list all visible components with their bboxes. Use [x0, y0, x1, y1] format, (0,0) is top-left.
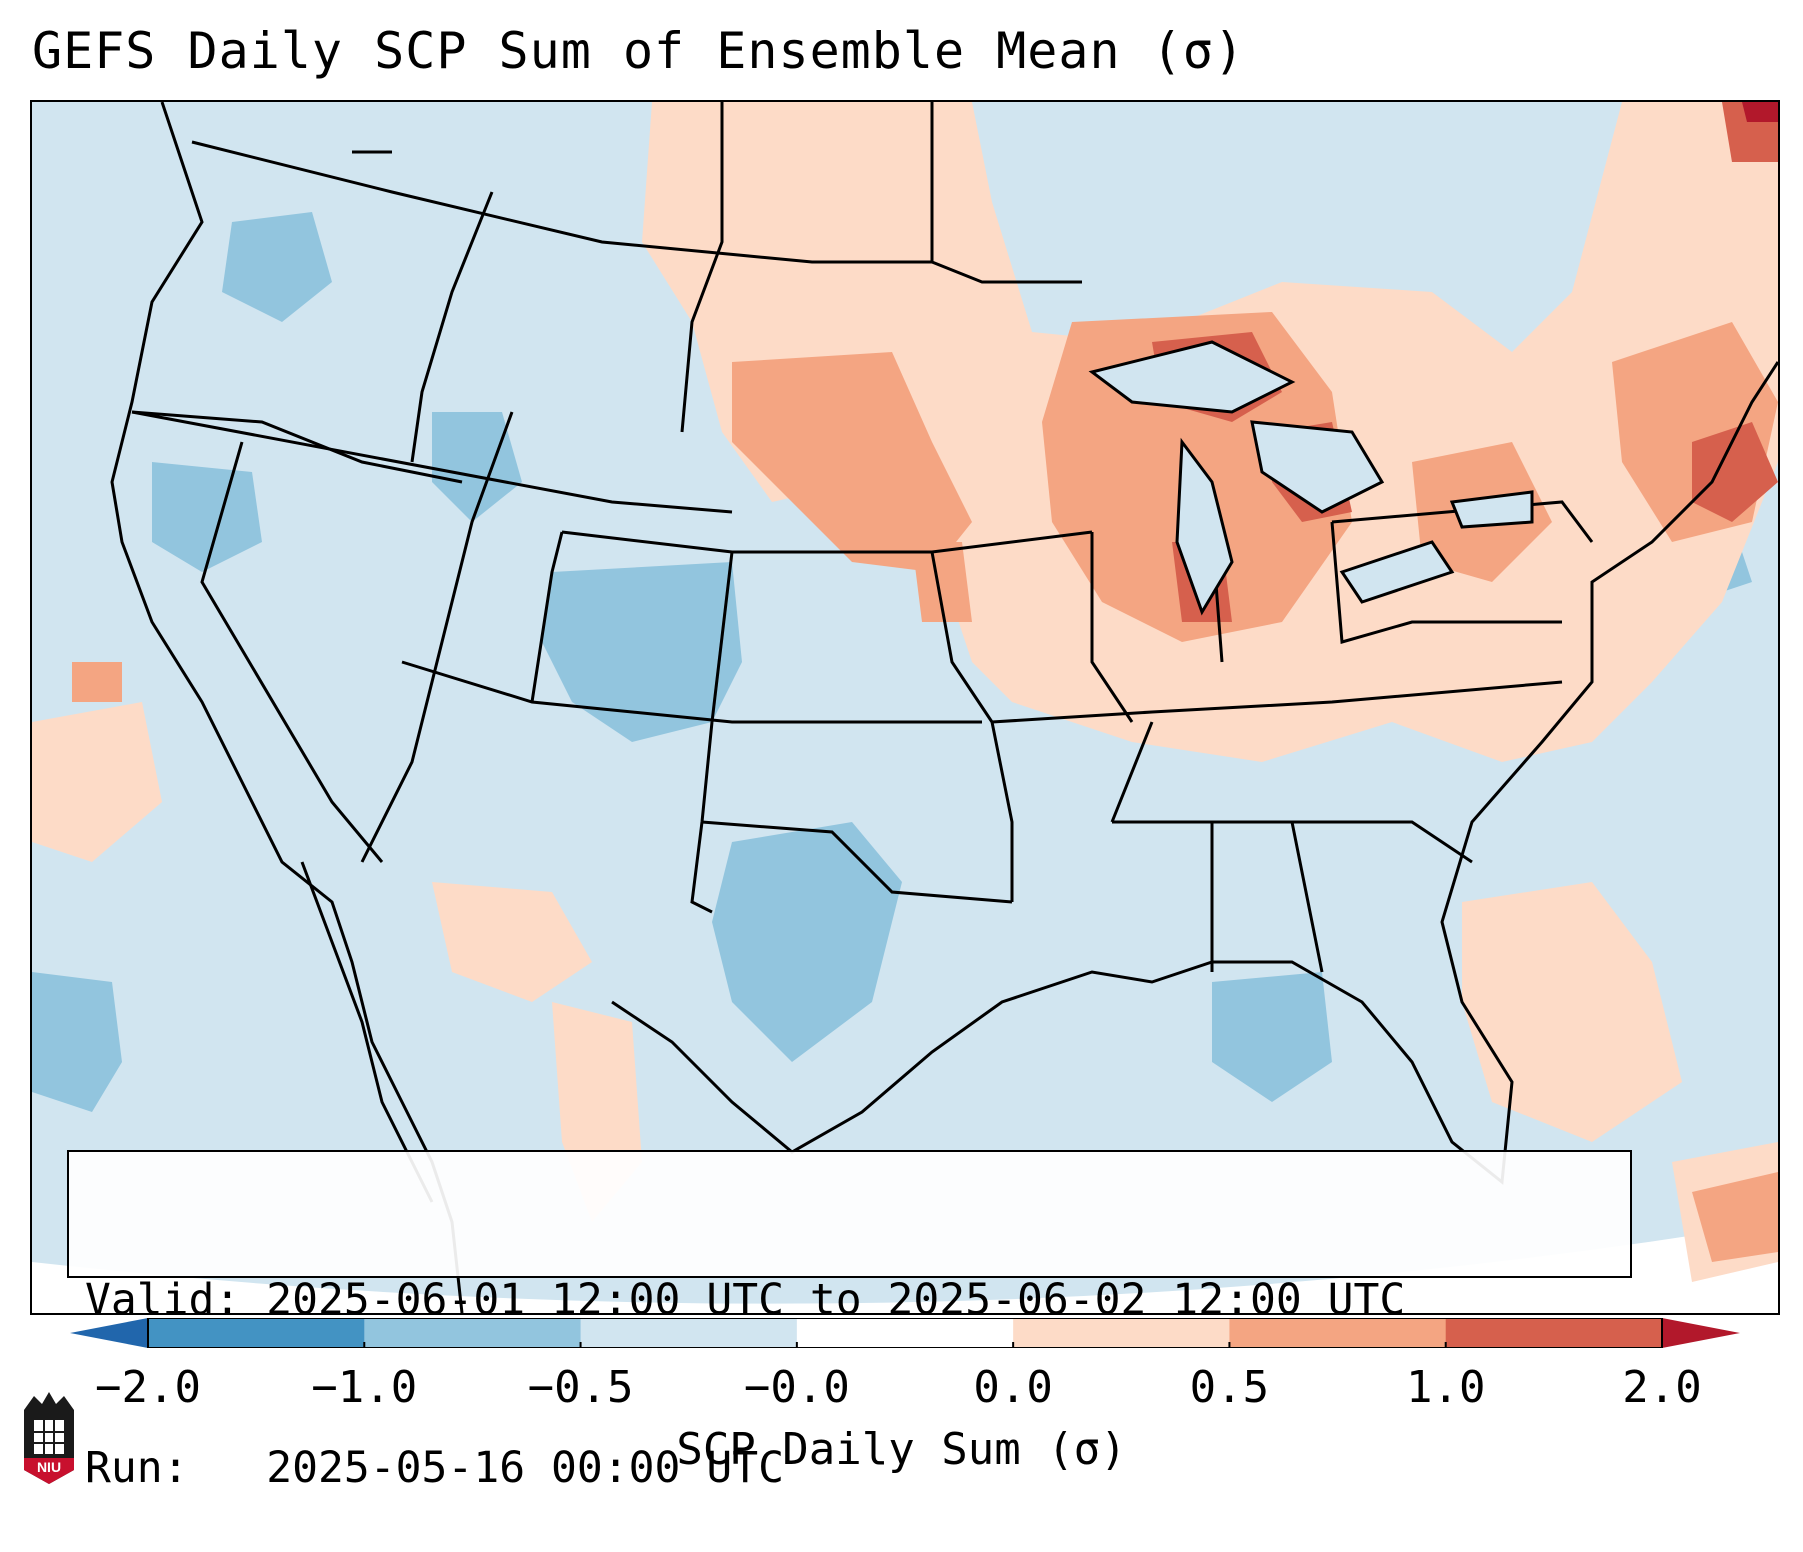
valid-time-text: Valid: 2025-06-01 12:00 UTC to 2025-06-0… — [85, 1275, 1406, 1325]
colorbar-tick-label: −0.0 — [743, 1362, 850, 1413]
niu-logo: NIU — [24, 1392, 74, 1484]
colorbar-ticks — [147, 1342, 1663, 1348]
colorbar-bin — [796, 1318, 1014, 1348]
map-title: GEFS Daily SCP Sum of Ensemble Mean (σ) — [32, 22, 1245, 80]
colorbar-tick-label: 0.5 — [1189, 1362, 1270, 1413]
colorbar-bin — [148, 1318, 365, 1348]
colorbar-bin — [1013, 1318, 1230, 1348]
scp-map — [32, 102, 1778, 1313]
colorbar-bin — [1229, 1318, 1447, 1348]
colorbar-tick-label: −1.0 — [311, 1362, 418, 1413]
colorbar-bin — [1445, 1318, 1663, 1348]
colorbar — [70, 1318, 1740, 1348]
coastline-and-borders — [110, 102, 1778, 1313]
validity-info-box: Valid: 2025-06-01 12:00 UTC to 2025-06-0… — [67, 1150, 1632, 1493]
colorbar-tick-label: 2.0 — [1622, 1362, 1702, 1413]
great-lakes — [1088, 340, 1534, 616]
colorbar-tick-label: 1.0 — [1405, 1362, 1486, 1413]
map-panel — [30, 100, 1780, 1315]
colorbar-label: SCP Daily Sum (σ) — [676, 1424, 1127, 1475]
run-time-text: Run: 2025-05-16 00:00 UTC — [85, 1443, 784, 1493]
colorbar-outline — [147, 1318, 1663, 1348]
colorbar-bins — [148, 1318, 1663, 1348]
svg-text:NIU: NIU — [37, 1459, 61, 1475]
colorbar-tick-label: −0.5 — [527, 1362, 634, 1413]
colorbar-under-triangle — [70, 1318, 148, 1348]
projection-edge — [32, 1222, 1778, 1313]
colorbar-tick-label: −2.0 — [95, 1362, 201, 1413]
colorbar-tick-label: 0.0 — [973, 1362, 1053, 1413]
colorbar-bin — [580, 1318, 798, 1348]
colorbar-bin — [364, 1318, 582, 1348]
colorbar-over-triangle — [1662, 1318, 1740, 1348]
